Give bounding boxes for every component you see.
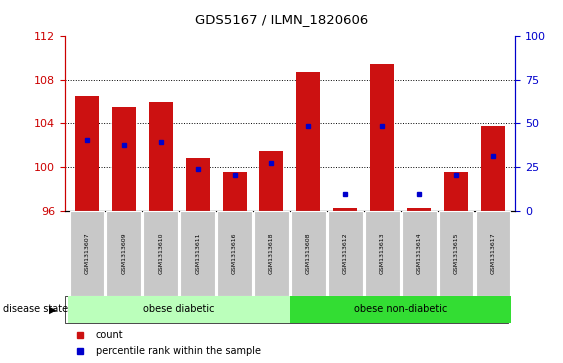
Bar: [370, 64, 394, 211]
Bar: [69, 296, 290, 323]
Bar: [186, 158, 209, 211]
Text: GSM1313618: GSM1313618: [269, 232, 274, 274]
Text: GSM1313607: GSM1313607: [84, 232, 90, 274]
Bar: [444, 172, 468, 211]
Bar: [180, 211, 215, 296]
Text: GSM1313615: GSM1313615: [454, 232, 459, 274]
Bar: [439, 211, 473, 296]
Bar: [217, 211, 252, 296]
Bar: [333, 208, 358, 211]
Bar: [365, 211, 400, 296]
Bar: [112, 107, 136, 211]
Text: GSM1313610: GSM1313610: [158, 232, 163, 274]
Text: GSM1313616: GSM1313616: [232, 232, 237, 274]
Bar: [149, 102, 173, 211]
Bar: [75, 96, 99, 211]
Bar: [222, 172, 247, 211]
Text: GSM1313611: GSM1313611: [195, 232, 200, 274]
Text: obese diabetic: obese diabetic: [144, 305, 215, 314]
Text: ▶: ▶: [49, 305, 57, 314]
Bar: [328, 211, 363, 296]
Bar: [260, 151, 284, 211]
Text: percentile rank within the sample: percentile rank within the sample: [96, 346, 261, 356]
Bar: [402, 211, 436, 296]
Bar: [70, 211, 104, 296]
Text: GSM1313609: GSM1313609: [121, 232, 126, 274]
Text: GSM1313608: GSM1313608: [306, 232, 311, 274]
Bar: [407, 208, 431, 211]
Bar: [290, 296, 511, 323]
Text: GSM1313613: GSM1313613: [379, 232, 385, 274]
Bar: [144, 211, 178, 296]
Text: count: count: [96, 330, 123, 340]
Bar: [106, 211, 141, 296]
Bar: [476, 211, 510, 296]
Bar: [291, 211, 326, 296]
Text: GSM1313614: GSM1313614: [417, 232, 422, 274]
Text: GSM1313612: GSM1313612: [343, 232, 348, 274]
Bar: [296, 72, 320, 211]
Bar: [254, 211, 289, 296]
Text: GDS5167 / ILMN_1820606: GDS5167 / ILMN_1820606: [195, 13, 368, 26]
Text: GSM1313617: GSM1313617: [490, 232, 495, 274]
Text: obese non-diabetic: obese non-diabetic: [354, 305, 448, 314]
Bar: [481, 126, 505, 211]
Text: disease state: disease state: [3, 305, 68, 314]
